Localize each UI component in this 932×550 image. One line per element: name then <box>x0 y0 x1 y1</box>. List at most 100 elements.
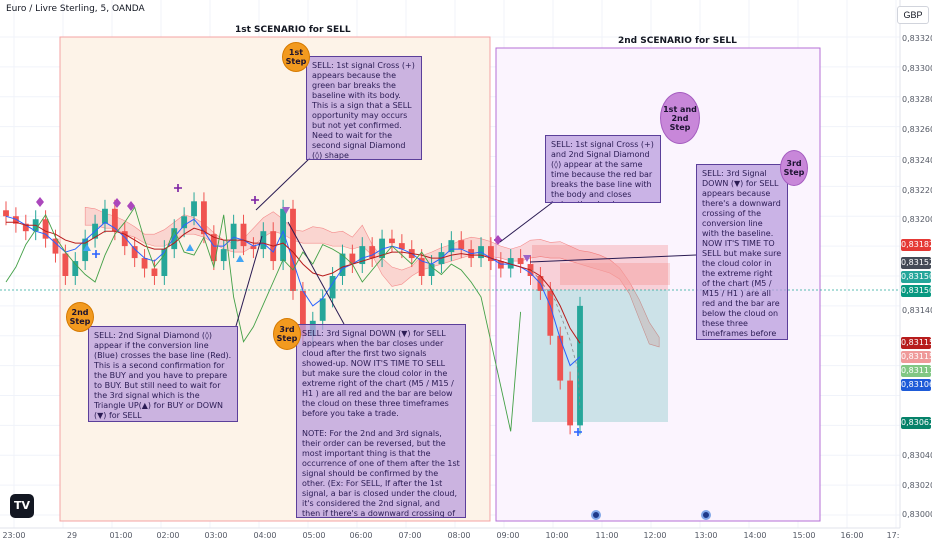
signal-triangle-up <box>186 244 194 251</box>
candle-body <box>201 201 207 235</box>
price-label: 0,83115 <box>901 351 932 363</box>
scenario2-title: 2nd SCENARIO for SELL <box>618 36 737 46</box>
conversion-line <box>5 215 581 367</box>
time-tick: 13:00 <box>694 531 718 540</box>
note-step2: SELL: 2nd Signal Diamond (◊) appear if t… <box>88 326 238 422</box>
time-tick: 23:00 <box>2 531 26 540</box>
candle-body <box>507 258 514 269</box>
candle-body <box>12 216 19 224</box>
currency-button[interactable]: GBP <box>897 6 929 24</box>
candle-body <box>171 228 178 250</box>
time-tick: 29 <box>66 531 78 540</box>
time-tick: 08:00 <box>447 531 471 540</box>
candle-body <box>191 201 197 217</box>
candle-body <box>250 246 257 250</box>
candle-body <box>517 258 524 265</box>
signal-triangle-down <box>282 207 290 214</box>
candle-body <box>547 290 554 336</box>
price-tick: 0,83020 <box>902 481 932 490</box>
economic-event-marker[interactable] <box>591 510 601 520</box>
candle-body <box>210 234 217 262</box>
price-label: 0,83111 <box>901 365 932 377</box>
price-tick: 0,83260 <box>902 125 932 134</box>
step2-badge: 2nd Step <box>66 302 94 332</box>
profit-zone <box>532 290 668 422</box>
candle-body <box>398 243 405 250</box>
signal-cross <box>574 428 582 436</box>
price-tick: 0,83320 <box>902 34 932 43</box>
step3-right-badge: 3rd Step <box>780 150 808 186</box>
candle-body <box>458 240 465 250</box>
note-connector <box>529 254 697 263</box>
candle-body <box>62 253 69 276</box>
candle-body <box>3 210 9 217</box>
candle-body <box>349 253 356 265</box>
candle-body <box>389 238 395 244</box>
note-step3-right: SELL: 3rd Signal DOWN (▼) for SELL appea… <box>696 164 788 340</box>
base-line <box>6 221 581 344</box>
symbol-title: Euro / Livre Sterling, 5, OANDA <box>6 4 145 14</box>
signal-cross <box>92 250 100 258</box>
candle-body <box>339 253 346 276</box>
note-connector <box>499 201 554 243</box>
time-tick: 11:00 <box>595 531 619 540</box>
signal-diamond <box>113 198 121 208</box>
signal-triangle-up <box>236 255 244 262</box>
price-label: 0,83062 <box>901 417 932 429</box>
candle-body <box>102 208 108 224</box>
time-tick: 12:00 <box>643 531 667 540</box>
price-tick: 0,83240 <box>902 156 932 165</box>
price-tick: 0,83280 <box>902 95 932 104</box>
candle-body <box>428 264 435 276</box>
note-step12-right: SELL: 1st signal Cross (+) and 2nd Signa… <box>545 135 661 203</box>
price-tick: 0,83220 <box>902 186 932 195</box>
price-tick: 0,83140 <box>902 306 932 315</box>
candle-body <box>319 298 326 321</box>
time-tick: 09:00 <box>496 531 520 540</box>
time-tick: 06:00 <box>349 531 373 540</box>
indicator-lines <box>5 206 581 432</box>
trend-dashed-line <box>531 269 581 411</box>
signal-cross <box>251 196 259 204</box>
candle-body <box>52 238 59 254</box>
candle-body <box>418 258 425 276</box>
time-tick: 03:00 <box>204 531 228 540</box>
economic-event-marker[interactable] <box>701 510 711 520</box>
note-step3: SELL: 3rd Signal DOWN (▼) for SELL appea… <box>296 324 466 518</box>
candle-body <box>359 246 366 265</box>
scenario1-title: 1st SCENARIO for SELL <box>235 25 351 35</box>
candle-body <box>369 246 376 259</box>
price-tick: 0,83200 <box>902 215 932 224</box>
price-label: 0,83150 <box>901 271 932 283</box>
time-tick: 02:00 <box>156 531 180 540</box>
candle-body <box>290 208 296 291</box>
time-tick: 05:00 <box>302 531 326 540</box>
signal-triangle-up <box>83 244 91 251</box>
signals <box>36 184 582 436</box>
price-label: 0,83152 <box>901 257 932 269</box>
time-tick: 15:00 <box>792 531 816 540</box>
stop-zone <box>532 245 668 290</box>
price-tick: 0,83300 <box>902 64 932 73</box>
price-label: 0,83150 <box>901 285 932 297</box>
price-tick: 0,83000 <box>902 510 932 519</box>
candle-body <box>497 261 504 269</box>
signal-cross <box>174 184 182 192</box>
candle-body <box>299 290 306 336</box>
lagging-span <box>5 206 522 432</box>
candle-body <box>577 305 583 426</box>
candle-body <box>448 240 455 253</box>
candle-body <box>240 223 247 247</box>
candle-body <box>230 223 237 250</box>
note-connector <box>235 235 263 327</box>
candle-body <box>488 246 494 262</box>
price-label: 0,83115 <box>901 337 932 349</box>
note-step1: SELL: 1st signal Cross (+) appears becau… <box>306 56 422 160</box>
candle-body <box>131 246 138 259</box>
candle-body <box>220 249 227 262</box>
candle-body <box>161 249 168 276</box>
price-label: 0,83106 <box>901 379 932 391</box>
candle-body <box>567 380 574 426</box>
signal-diamond <box>494 235 502 245</box>
